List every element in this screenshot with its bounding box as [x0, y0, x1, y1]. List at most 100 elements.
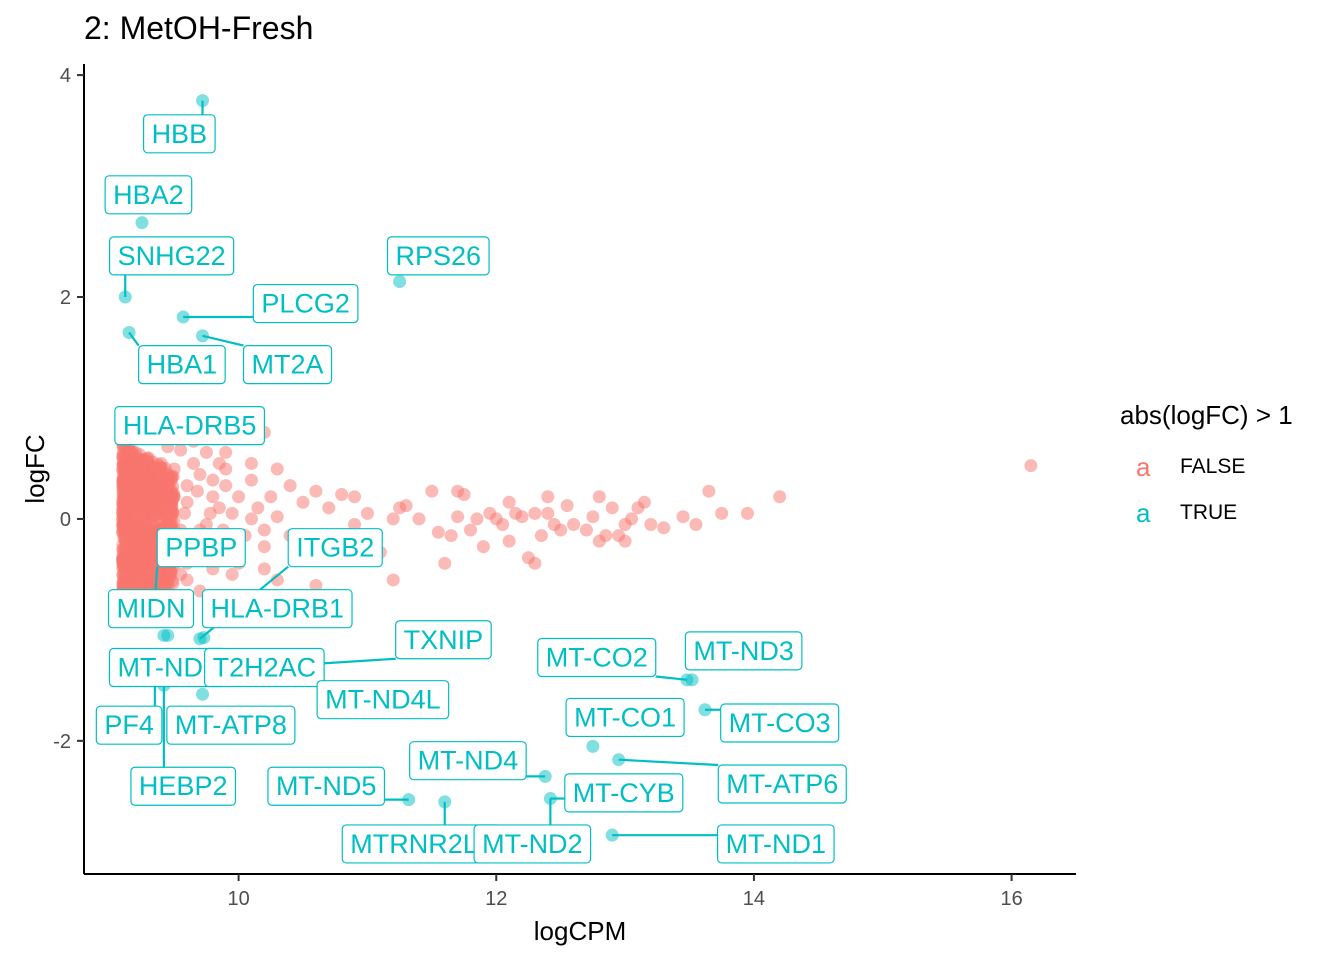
data-point — [592, 490, 606, 504]
data-point — [132, 463, 146, 477]
data-point — [412, 512, 426, 526]
point-label: MT-CO3 — [720, 703, 840, 743]
point-label: PF4 — [95, 705, 163, 745]
data-point — [348, 517, 362, 531]
data-point — [174, 567, 188, 581]
point-label-box — [108, 236, 235, 276]
data-point — [637, 495, 651, 509]
leader-line — [618, 758, 719, 767]
data-point — [270, 573, 284, 587]
point-label-text: MIDN — [116, 594, 185, 624]
data-point — [309, 484, 323, 498]
point-label: TXNIP — [395, 620, 492, 660]
data-point — [521, 551, 535, 565]
point-label: MT-ND6 — [108, 647, 227, 688]
point-label-text: HBB — [152, 119, 208, 149]
data-point — [476, 540, 490, 554]
data-point — [715, 506, 729, 520]
data-point — [257, 523, 271, 537]
point-label-box — [565, 697, 685, 738]
data-point — [244, 512, 258, 526]
data-point — [605, 501, 619, 515]
data-point — [502, 534, 516, 548]
data-point — [164, 567, 178, 581]
data-point — [612, 753, 626, 767]
data-point — [322, 501, 336, 515]
data-point — [270, 462, 284, 476]
data-point — [438, 556, 452, 570]
point-label: HLA-DRB5 — [114, 406, 266, 446]
data-point — [257, 562, 271, 576]
point-label: MT-CYB — [564, 773, 684, 813]
point-label: SNHG22 — [108, 236, 235, 276]
data-point — [579, 523, 593, 537]
point-label-box — [138, 344, 226, 385]
point-label: PPBP — [156, 528, 246, 568]
data-point — [534, 529, 548, 543]
point-label: MT2A — [242, 344, 333, 385]
legend-label-false: FALSE — [1180, 455, 1246, 478]
point-label: MT-ND2 — [473, 824, 592, 864]
point-label-text: HBA2 — [113, 180, 184, 210]
data-point — [244, 473, 258, 487]
data-point — [161, 473, 175, 487]
data-point — [225, 567, 239, 581]
point-label-text: MT-ATP8 — [175, 710, 287, 740]
point-label-text: TXNIP — [404, 625, 484, 655]
x-axis-title: logCPM — [534, 916, 626, 946]
point-label-text: T2H2AC — [213, 653, 317, 683]
point-label-text: PF4 — [104, 710, 154, 740]
data-point — [244, 456, 258, 470]
data-point — [141, 451, 155, 465]
point-label: MT-ND5 — [267, 766, 386, 806]
data-point — [393, 274, 407, 288]
data-point — [270, 510, 284, 524]
data-point — [206, 473, 220, 487]
point-label-text: RPS26 — [396, 241, 482, 271]
data-point — [657, 521, 671, 535]
data-point — [335, 488, 349, 502]
point-label: MTRNR2L1 — [341, 824, 502, 864]
data-point — [586, 739, 600, 753]
point-label-box — [684, 631, 803, 671]
data-point — [123, 477, 137, 491]
data-point — [702, 484, 716, 498]
data-point — [138, 490, 152, 504]
point-label: ITGB2 — [287, 528, 383, 568]
data-point — [180, 479, 194, 493]
data-point — [167, 462, 181, 476]
data-point — [386, 512, 400, 526]
data-point — [438, 795, 452, 809]
point-label: MT-CO2 — [537, 637, 657, 678]
point-label: HBA1 — [138, 344, 226, 385]
point-label-box — [409, 741, 527, 781]
data-point — [135, 479, 149, 493]
point-label-box — [720, 703, 840, 743]
point-label: MT-ND1 — [716, 824, 835, 864]
point-label-box — [717, 764, 847, 804]
data-point — [612, 529, 626, 543]
point-label: HBB — [142, 114, 216, 154]
point-labels: HBB HBA2 SNHG22 RPS26 PLCG2 MT2A HBA1 HLA-DRB5 I… — [95, 114, 847, 864]
data-point — [463, 523, 477, 537]
point-label-text: ITGB2 — [296, 533, 374, 563]
point-label-text: MT-ND2 — [482, 829, 583, 859]
data-point — [232, 490, 246, 504]
point-label-text: MT-ND5 — [276, 771, 377, 801]
x-tick-label: 10 — [227, 888, 249, 910]
data-point — [139, 501, 153, 515]
x-tick-label: 16 — [1000, 888, 1022, 910]
x-tick-label: 14 — [743, 888, 765, 910]
legend-title: abs(logFC) > 1 — [1120, 400, 1293, 430]
point-label-box — [537, 637, 657, 678]
data-point — [129, 445, 143, 459]
point-label-box — [203, 647, 325, 688]
point-label-text: SNHG22 — [118, 241, 226, 271]
data-point — [199, 445, 213, 459]
data-point — [451, 510, 465, 524]
point-label: MT-ATP8 — [166, 705, 296, 745]
data-point — [203, 506, 217, 520]
y-tick-label: 0 — [60, 509, 71, 531]
point-label-box — [473, 824, 592, 864]
